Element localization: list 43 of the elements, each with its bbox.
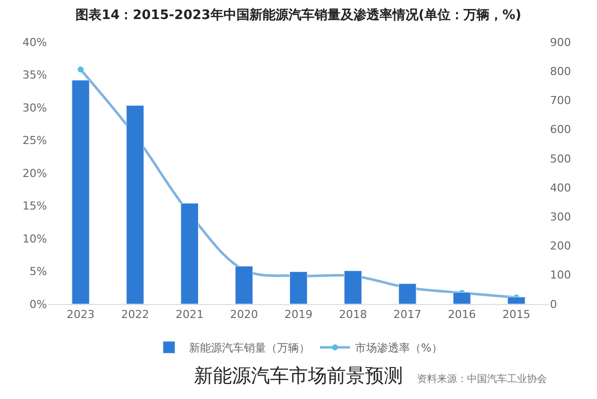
point [78,66,84,73]
y2-tick-label: 100 [550,268,571,282]
y2-tick-label: 500 [550,152,571,166]
y2-tick-label: 900 [550,36,571,49]
bar [398,283,416,304]
bar [235,266,254,304]
y-tick-label: 25% [22,134,47,148]
legend-label: 新能源汽车销量（万辆） [189,342,310,355]
bar [507,296,526,304]
y2-tick-label: 0 [550,298,557,311]
bar [180,203,199,304]
x-tick-label: 2020 [230,308,258,322]
y2-tick-label: 600 [550,123,571,136]
y2-tick-label: 700 [550,94,571,108]
y-tick-label: 20% [22,166,47,180]
chart-title: 图表14：2015-2023年中国新能源汽车销量及渗透率情况(单位：万辆，%) [76,7,522,24]
x-tick-label: 2023 [66,308,95,322]
x-tick-label: 2021 [176,308,204,322]
y-tick-label: 0% [30,298,47,311]
bar [452,292,471,304]
x-tick-label: 2017 [393,308,422,322]
y-tick-label: 5% [30,265,47,278]
bar [126,105,144,304]
y-tick-label: 15% [22,200,47,213]
y-tick-label: 10% [22,232,47,246]
x-tick-label: 2022 [121,308,150,322]
legend-label: 市场渗透率（%） [355,342,442,355]
bar [344,270,362,304]
y2-tick-label: 200 [550,240,571,253]
y2-tick-label: 300 [550,210,571,224]
x-tick-label: 2016 [448,308,476,322]
bar [290,271,308,304]
x-tick-label: 2015 [502,308,530,322]
y-tick-label: 30% [22,101,47,114]
x-tick-label: 2019 [284,308,312,322]
y2-tick-label: 800 [550,64,571,78]
bar [72,80,90,304]
y2-tick-label: 400 [550,181,571,194]
x-tick-label: 2018 [338,308,367,322]
text: 资料来源：中国汽车工业协会 [417,373,547,385]
text: 新能源汽车市场前景预测 [194,365,403,387]
y-tick-label: 35% [22,68,47,82]
y-tick-label: 40% [22,36,47,49]
